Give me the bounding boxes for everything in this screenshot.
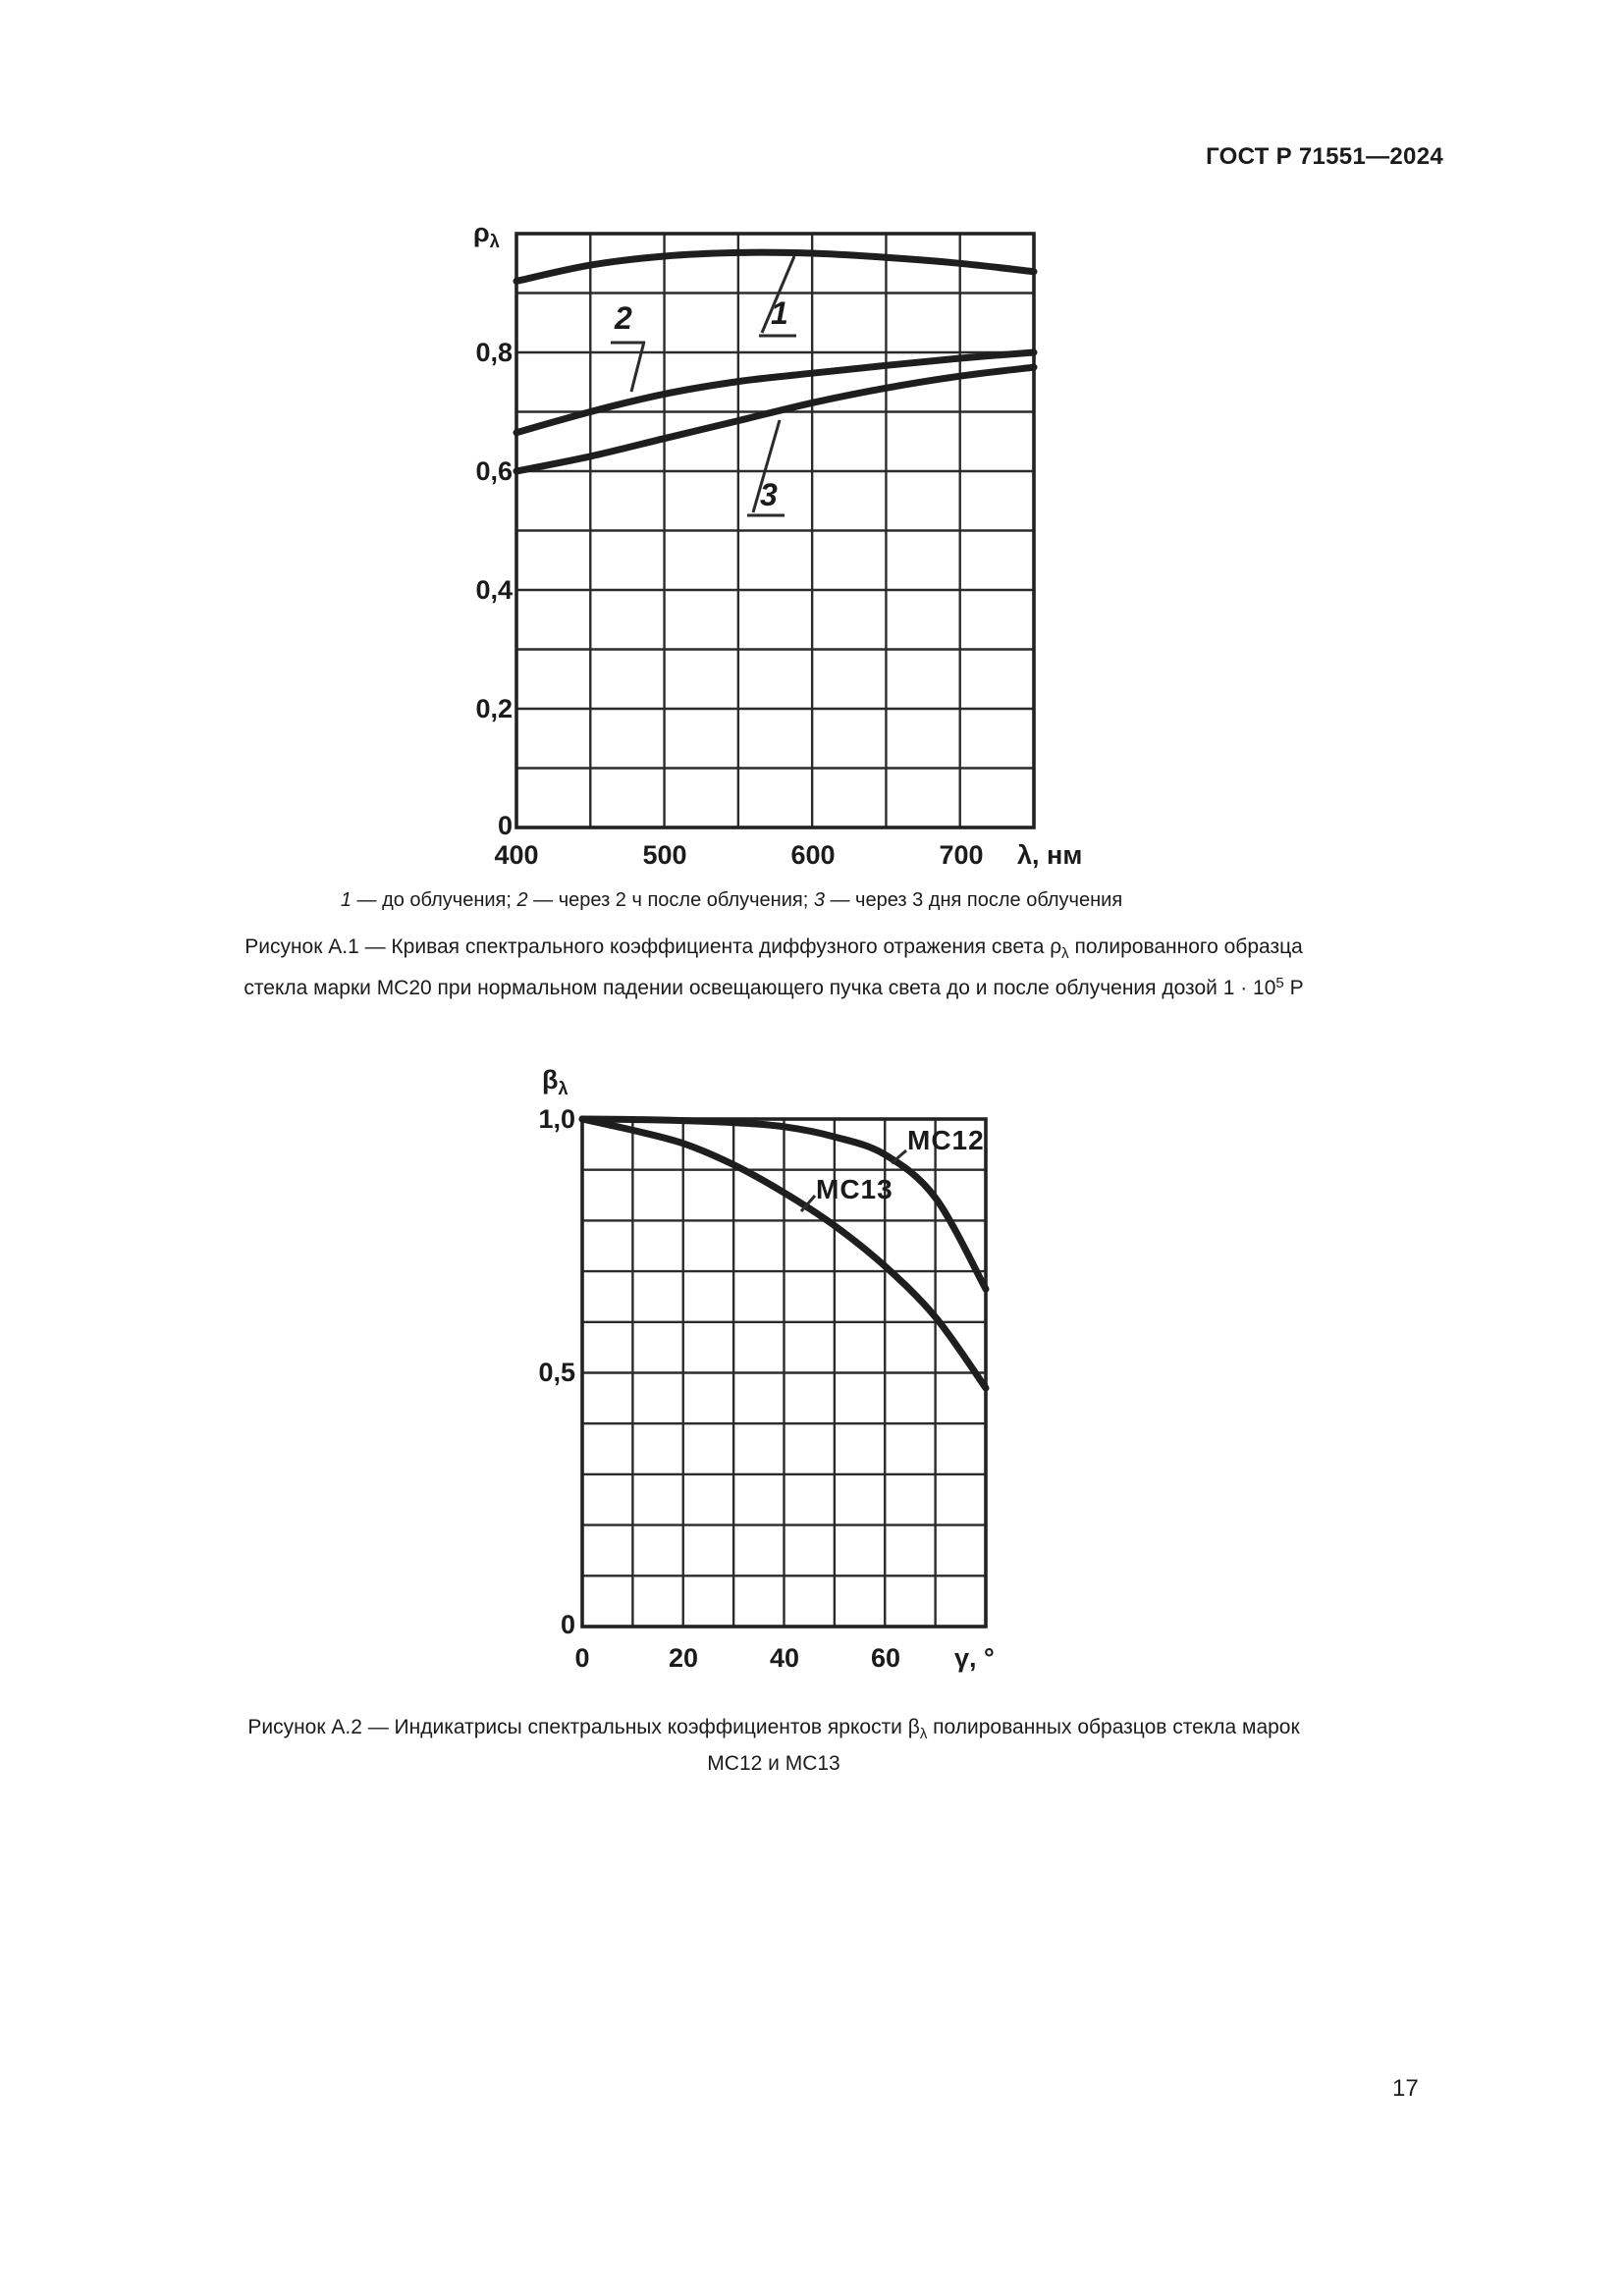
legend-text-1: — до облучения; (351, 889, 517, 911)
figure-a2-y-axis-symbol: βλ (542, 1065, 568, 1099)
figure-a1-x-tick-500: 500 (642, 840, 687, 870)
page-number: 17 (1392, 2075, 1419, 2102)
caption-a1-lambda-subscript: λ (1061, 945, 1069, 962)
caption-a1-rho-symbol: ρ (1050, 935, 1062, 958)
curve2-leader-line (629, 341, 646, 393)
figure-a1-y-tick-0: 0 (497, 811, 513, 840)
figure-a1-x-tick-600: 600 (790, 840, 836, 870)
mc12-leader-line (891, 1148, 907, 1165)
caption-a2-text: Рисунок А.2 — Индикатрисы спектральных к… (247, 1716, 908, 1738)
curve3-leader-line (751, 419, 782, 513)
legend-key-1: 1 (340, 889, 352, 911)
figure-a1-y-tick-0-4: 0,4 (475, 575, 513, 605)
legend-text-2: — через 2 ч после облучения; (527, 889, 814, 911)
document-header: ГОСТ Р 71551—2024 (1206, 143, 1443, 170)
caption-a1-dose-exponent: 5 (1275, 975, 1284, 991)
figure-a2-caption: Рисунок А.2 — Индикатрисы спектральных к… (86, 1713, 1461, 1779)
figure-a1-y-tick-0-6: 0,6 (475, 456, 513, 486)
curve1-label: 1 (771, 295, 788, 331)
figure-a2-curves (578, 1115, 990, 1392)
beta-symbol: β (542, 1065, 559, 1095)
figure-a1-y-tick-0-2: 0,2 (475, 694, 513, 723)
caption-a1-line2-tail: Р (1283, 977, 1304, 999)
caption-a2-text-tail: полированных образцов стекла марок (927, 1716, 1300, 1738)
figure-a1-callout-lines (611, 255, 796, 517)
figure-a1-curves (513, 248, 1038, 475)
figure-a2-caption-line2: МС12 и МС13 (707, 1752, 840, 1775)
figure-a2-y-tick-0: 0 (560, 1610, 575, 1639)
lambda-subscript: λ (489, 232, 500, 251)
rho-symbol: ρ (473, 218, 490, 247)
curve3-label: 3 (760, 477, 778, 512)
caption-a1-line2-text: стекла марки МС20 при нормальном падении… (244, 977, 1276, 999)
figure-a2-callout-lines (799, 1148, 907, 1212)
curve1-leader-line (760, 255, 796, 334)
figure-a1-x-tick-400: 400 (494, 840, 539, 870)
figure-a2-x-tick-60: 60 (870, 1643, 901, 1673)
figure-a1-legend: 1 — до облучения; 2 — через 2 ч после об… (118, 889, 1345, 912)
figure-a2-caption-line1: Рисунок А.2 — Индикатрисы спектральных к… (86, 1713, 1461, 1749)
caption-a1-text-tail: полированного образца (1068, 935, 1303, 958)
figure-a1-x-tick-700: 700 (939, 840, 984, 870)
figure-a1-y-tick-0-8: 0,8 (475, 338, 513, 367)
figure-a2-y-tick-1-0: 1,0 (538, 1104, 575, 1134)
mc13-leader-line (799, 1195, 817, 1212)
mc13-curve-label: МС13 (816, 1174, 893, 1204)
legend-text-3: — через 3 дня после облучения (824, 889, 1123, 911)
legend-key-2: 2 (516, 889, 528, 911)
caption-a2-beta-symbol: β (907, 1716, 920, 1738)
caption-a1-text: Рисунок А.1 — Кривая спектрального коэфф… (244, 935, 1051, 958)
lambda-subscript: λ (558, 1079, 568, 1098)
figure-a2-x-tick-20: 20 (668, 1643, 699, 1673)
figure-a2-y-tick-0-5: 0,5 (538, 1358, 575, 1387)
figure-a1-x-axis-unit: λ, нм (1017, 840, 1083, 870)
mc12-curve-label: МС12 (907, 1125, 985, 1155)
caption-a2-lambda-subscript: λ (919, 1726, 928, 1742)
figure-a2-x-tick-0: 0 (574, 1643, 590, 1673)
figure-a1-grid (514, 232, 1036, 829)
figure-a1-caption-line2: стекла марки МС20 при нормальном падении… (86, 969, 1461, 1003)
figure-a1-y-axis-symbol: ρλ (473, 218, 500, 252)
figure-a1-caption-line1: Рисунок А.1 — Кривая спектрального коэфф… (86, 933, 1461, 969)
legend-key-3: 3 (813, 889, 825, 911)
figure-a1-caption: Рисунок А.1 — Кривая спектрального коэфф… (86, 933, 1461, 1003)
curve2-label: 2 (615, 300, 632, 336)
figure-a2-x-axis-unit: γ, ° (954, 1643, 995, 1673)
figure-a2-x-tick-40: 40 (769, 1643, 800, 1673)
figure-a2-grid (580, 1117, 988, 1629)
